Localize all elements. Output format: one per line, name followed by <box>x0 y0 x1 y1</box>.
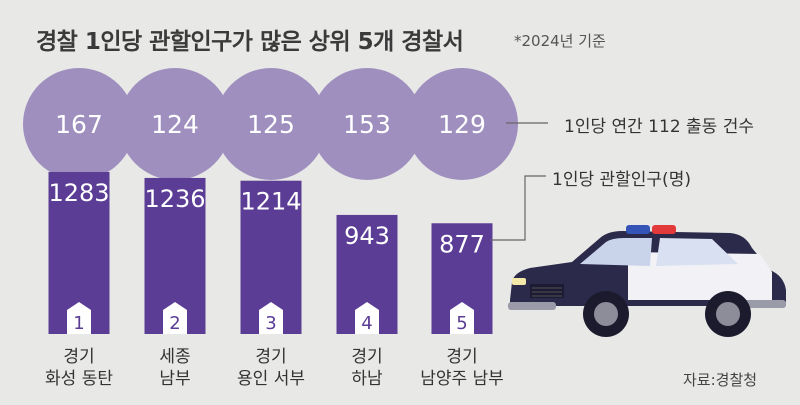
rank-label: 2 <box>169 313 180 334</box>
dispatch-value-label: 167 <box>55 110 103 139</box>
category-label: 경기 <box>446 347 477 367</box>
rank-badge <box>67 302 91 334</box>
circles-layer: 167 124 125 153 129 <box>23 68 518 180</box>
chart-title: 경찰 1인당 관할인구가 많은 상위 5개 경찰서 <box>36 29 464 55</box>
dispatch-circle <box>119 68 231 180</box>
population-value-label: 1214 <box>240 188 301 216</box>
rank-badge <box>259 302 283 334</box>
category-label: 경기 <box>255 347 286 367</box>
rank-label: 5 <box>456 313 467 334</box>
category-label: 하남 <box>351 369 383 389</box>
dispatch-value-label: 125 <box>247 110 295 139</box>
legend-circle-label: 1인당 연간 112 출동 건수 <box>564 117 754 137</box>
rank-badge <box>163 302 187 334</box>
category-label: 용인 서부 <box>237 369 305 389</box>
rank-label: 3 <box>265 313 276 334</box>
dispatch-value-label: 153 <box>343 110 391 139</box>
source-label: 자료:경찰청 <box>683 371 758 389</box>
rank-badge <box>355 302 379 334</box>
dispatch-value-label: 129 <box>438 110 486 139</box>
population-value-label: 877 <box>439 230 485 258</box>
dispatch-circle <box>406 68 518 180</box>
rank-label: 1 <box>73 313 84 334</box>
category-label: 화성 동탄 <box>45 369 113 389</box>
rank-badge <box>450 302 474 334</box>
base-year-note: *2024년 기준 <box>514 32 606 50</box>
police-car-illustration <box>508 225 786 337</box>
category-label: 경기 <box>63 347 94 367</box>
dispatch-circle <box>215 68 327 180</box>
category-label: 남부 <box>159 369 190 389</box>
legend-bar-label: 1인당 관할인구(명) <box>552 170 691 190</box>
population-value-label: 943 <box>344 222 390 250</box>
category-label: 남양주 남부 <box>420 369 504 389</box>
population-value-label: 1236 <box>144 185 205 213</box>
dispatch-circle <box>23 68 135 180</box>
dispatch-value-label: 124 <box>151 110 199 139</box>
rank-label: 4 <box>361 313 372 334</box>
category-label: 세종 <box>159 347 190 367</box>
bar-legend-leader <box>490 175 546 241</box>
population-value-label: 1283 <box>48 179 109 207</box>
dispatch-circle <box>311 68 423 180</box>
category-label: 경기 <box>351 347 382 367</box>
